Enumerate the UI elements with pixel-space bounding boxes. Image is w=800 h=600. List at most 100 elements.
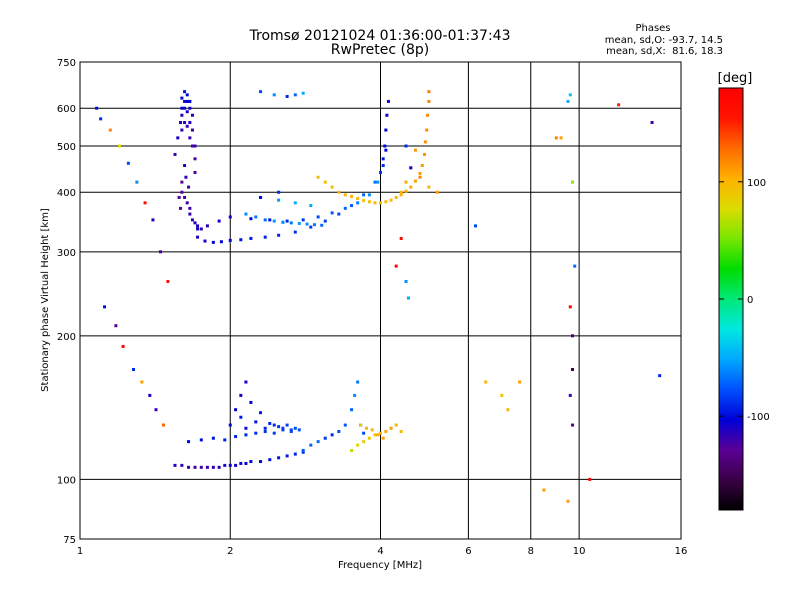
data-point — [373, 201, 377, 205]
data-point — [183, 106, 187, 110]
data-point — [285, 219, 289, 223]
data-point — [427, 90, 431, 94]
colorbar: [deg] 100 0 -100 — [718, 71, 770, 511]
data-point — [228, 238, 232, 242]
data-point — [427, 185, 431, 189]
data-point — [367, 200, 371, 204]
data-point — [289, 430, 293, 434]
data-point — [176, 136, 180, 140]
data-point — [199, 438, 203, 442]
stats-line-o: mean, sd,O: -93.7, 14.5 — [605, 35, 723, 46]
y-tick-label: 600 — [57, 104, 76, 115]
data-point — [381, 157, 385, 161]
colorbar-tick-label: 0 — [747, 295, 753, 306]
data-point — [180, 180, 184, 184]
data-point — [337, 212, 341, 216]
data-point — [249, 236, 253, 240]
data-point — [239, 461, 243, 465]
data-point — [312, 223, 316, 227]
data-point — [658, 374, 662, 378]
data-point — [177, 195, 181, 199]
data-point — [249, 400, 253, 404]
data-point — [183, 99, 187, 103]
data-point — [183, 164, 187, 168]
data-point — [289, 428, 293, 432]
data-point — [373, 180, 377, 184]
data-point — [259, 411, 263, 415]
data-point — [343, 206, 347, 210]
data-point — [435, 190, 439, 194]
data-point — [568, 393, 572, 397]
data-point — [183, 90, 187, 94]
data-point — [188, 99, 192, 103]
data-point — [413, 179, 417, 183]
data-point — [219, 240, 223, 244]
data-point — [281, 426, 285, 430]
data-point — [190, 113, 194, 117]
data-point — [293, 93, 297, 97]
data-point — [399, 190, 403, 194]
data-point — [413, 148, 417, 152]
data-point — [404, 279, 408, 283]
data-point — [277, 190, 281, 194]
data-point — [108, 128, 112, 132]
data-point — [199, 465, 203, 469]
data-point — [384, 430, 388, 434]
data-point — [259, 195, 263, 199]
data-point — [376, 433, 380, 437]
stats-header: Phases — [635, 23, 670, 34]
data-point — [272, 219, 276, 223]
data-point — [190, 144, 194, 148]
data-point — [211, 240, 215, 244]
data-point — [297, 428, 301, 432]
data-point — [272, 93, 276, 97]
data-point — [381, 164, 385, 168]
data-point — [151, 218, 155, 222]
y-tick-label: 400 — [57, 188, 76, 199]
data-point — [196, 227, 200, 231]
data-point — [385, 113, 389, 117]
data-point — [180, 113, 184, 117]
data-point — [418, 171, 422, 175]
data-point — [154, 408, 158, 412]
data-point — [568, 93, 572, 97]
data-point — [376, 180, 380, 184]
data-point — [223, 463, 227, 467]
data-point — [422, 152, 426, 156]
data-point — [389, 426, 393, 430]
data-point — [244, 380, 248, 384]
data-point — [399, 236, 403, 240]
data-point — [650, 121, 654, 125]
data-point — [166, 279, 170, 283]
data-point — [305, 222, 309, 226]
x-tick-label: 8 — [528, 546, 534, 557]
data-point — [406, 296, 410, 300]
data-point — [199, 227, 203, 231]
colorbar-ticks: 100 0 -100 — [719, 178, 770, 423]
data-point — [254, 215, 258, 219]
data-point — [384, 200, 388, 204]
data-point — [350, 204, 354, 208]
data-point — [293, 201, 297, 205]
data-point — [559, 136, 563, 140]
data-point — [205, 224, 209, 228]
data-point — [356, 380, 360, 384]
data-point — [320, 223, 324, 227]
axis-ticks: 1 2 4 6 8 10 16 75 100 200 300 400 500 600 750 — [57, 58, 687, 557]
data-point — [337, 430, 341, 434]
y-tick-label: 750 — [57, 58, 76, 69]
data-point — [427, 99, 431, 103]
data-point — [239, 415, 243, 419]
data-point — [285, 454, 289, 458]
data-point — [118, 144, 122, 148]
data-point — [293, 426, 297, 430]
data-point — [571, 423, 575, 427]
data-point — [309, 204, 313, 208]
data-point — [193, 157, 197, 161]
data-point — [159, 250, 163, 254]
y-tick-label: 75 — [63, 535, 76, 546]
data-point — [211, 436, 215, 440]
y-tick-label: 100 — [57, 475, 76, 486]
data-point — [350, 448, 354, 452]
data-point — [193, 144, 197, 148]
